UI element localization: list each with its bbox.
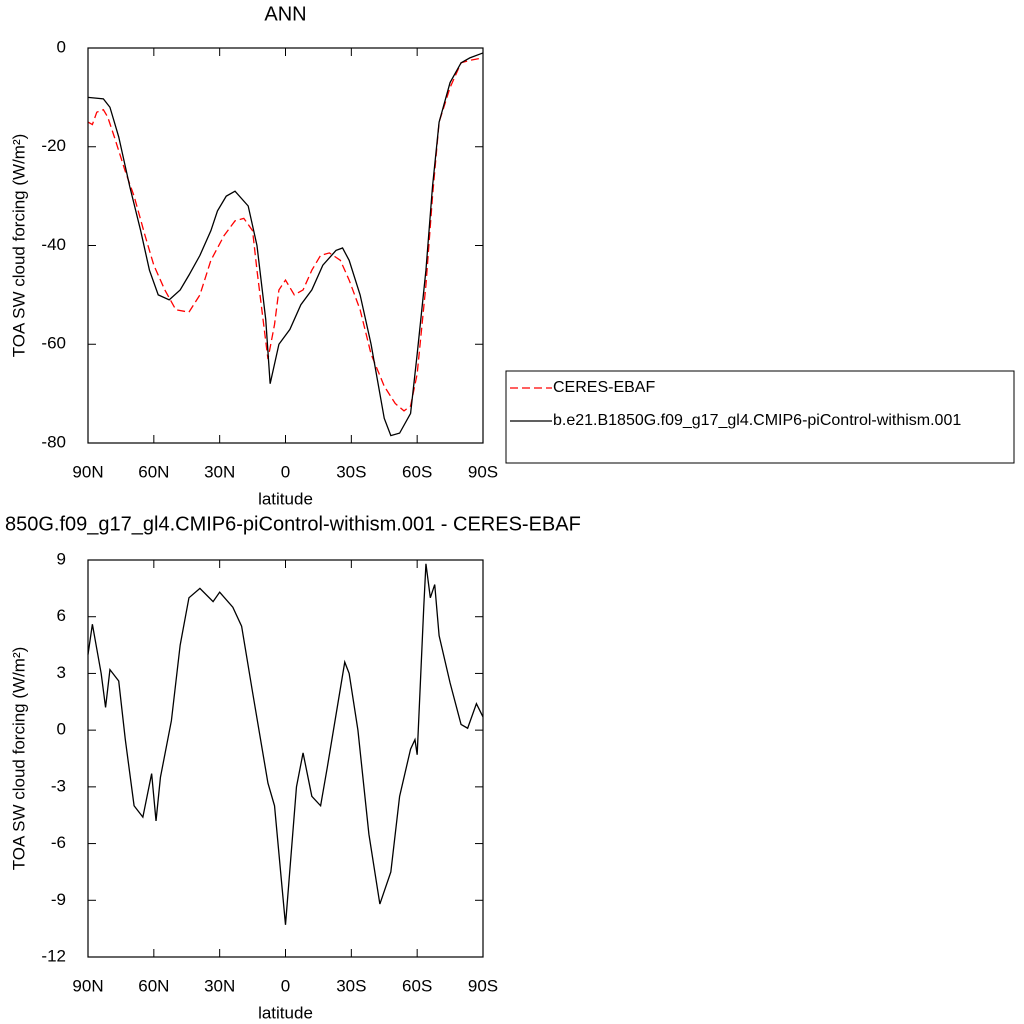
x-tick-label: 30N (204, 462, 235, 481)
x-tick-label: 0 (281, 976, 290, 995)
x-tick-label: 30S (336, 976, 366, 995)
x-tick-label: 90S (468, 976, 498, 995)
y-tick-label: -60 (41, 334, 66, 353)
y-axis-label: TOA SW cloud forcing (W/m²) (9, 134, 28, 358)
y-tick-label: -20 (41, 136, 66, 155)
y-tick-label: 9 (57, 549, 66, 568)
y-tick-label: -80 (41, 432, 66, 451)
y-tick-label: 6 (57, 606, 66, 625)
plot-frame (87, 47, 484, 444)
x-tick-label: 30N (204, 976, 235, 995)
chart-title: ANN (264, 3, 306, 25)
x-axis-label: latitude (258, 489, 313, 508)
y-tick-label: 0 (57, 37, 66, 56)
y-tick-label: 3 (57, 663, 66, 682)
x-tick-label: 60N (138, 462, 169, 481)
plot-frame (87, 559, 484, 958)
x-tick-label: 60N (138, 976, 169, 995)
chart-title: 850G.f09_g17_gl4.CMIP6-piControl-withism… (5, 513, 581, 535)
y-tick-label: -12 (41, 946, 66, 965)
x-tick-label: 0 (281, 462, 290, 481)
x-tick-label: 60S (402, 976, 432, 995)
y-tick-label: -6 (51, 833, 66, 852)
x-axis-label: latitude (258, 1003, 313, 1022)
data-line (87, 52, 484, 437)
y-tick-label: 0 (57, 720, 66, 739)
x-tick-label: 60S (402, 462, 432, 481)
y-tick-label: -9 (51, 890, 66, 909)
y-tick-label: -40 (41, 235, 66, 254)
data-line (87, 563, 484, 925)
legend-box (505, 370, 1015, 464)
legend-label: CERES-EBAF (553, 379, 655, 396)
y-tick-label: -3 (51, 776, 66, 795)
x-tick-label: 90S (468, 462, 498, 481)
x-tick-label: 30S (336, 462, 366, 481)
y-axis-label: TOA SW cloud forcing (W/m²) (9, 647, 28, 871)
x-tick-label: 90N (72, 462, 103, 481)
data-line (87, 57, 484, 412)
legend-label: b.e21.B1850G.f09_g17_gl4.CMIP6-piControl… (553, 412, 961, 429)
x-tick-label: 90N (72, 976, 103, 995)
